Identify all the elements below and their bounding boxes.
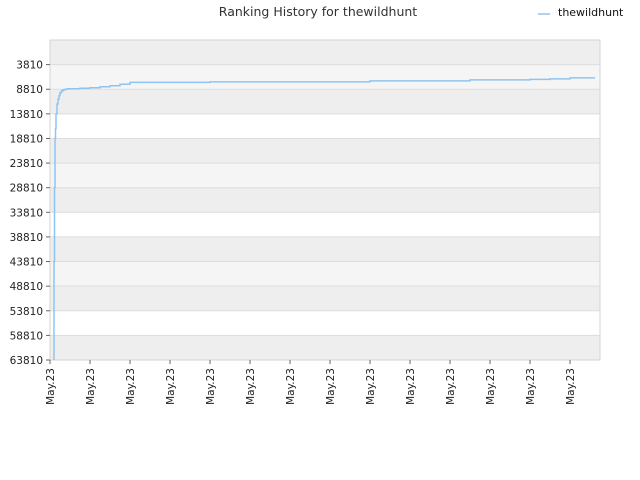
y-tick-label: 63810 xyxy=(10,355,43,367)
y-axis: 3810 8810 13810 18810 23810 28810 33810 38810 43… xyxy=(10,60,50,367)
grid-band xyxy=(50,163,600,188)
chart-title: Ranking History for thewildhunt xyxy=(219,4,418,19)
x-tick-label: May.23 xyxy=(285,368,297,405)
grid-band xyxy=(50,261,600,287)
grid-band xyxy=(50,113,600,139)
x-tick-label: May.23 xyxy=(45,368,57,405)
grid-band xyxy=(50,138,600,164)
grid-band xyxy=(50,64,600,90)
grid-band xyxy=(50,40,600,65)
y-tick-label: 58810 xyxy=(10,330,43,342)
series-line-thewildhunt xyxy=(53,77,595,360)
x-tick-label: May.23 xyxy=(165,368,177,405)
legend: thewildhunt xyxy=(538,6,624,19)
grid-band xyxy=(50,212,600,237)
x-tick-label: May.23 xyxy=(85,368,97,405)
x-axis: May.23 May.23 May.23 May.23 May.23 May.23 May.… xyxy=(45,360,577,405)
grid-band xyxy=(50,310,600,336)
x-tick-label: May.23 xyxy=(525,368,537,405)
y-tick-label: 53810 xyxy=(10,306,43,318)
x-tick-label: May.23 xyxy=(405,368,417,405)
plot-border xyxy=(49,39,601,361)
x-tick-label: May.23 xyxy=(205,368,217,405)
series-layer xyxy=(53,77,595,360)
grid-band xyxy=(50,187,600,213)
plot-area xyxy=(49,39,601,361)
y-tick-label: 13810 xyxy=(10,109,43,121)
y-tick-label: 33810 xyxy=(10,207,43,219)
y-tick-label: 3810 xyxy=(16,60,43,72)
y-tick-label: 28810 xyxy=(10,183,43,195)
x-tick-label: May.23 xyxy=(245,368,257,405)
y-tick-label: 38810 xyxy=(10,232,43,244)
grid-band xyxy=(50,236,600,262)
y-tick-label: 48810 xyxy=(10,281,43,293)
y-tick-label: 43810 xyxy=(10,257,43,269)
x-tick-label: May.23 xyxy=(445,368,457,405)
y-tick-label: 23810 xyxy=(10,158,43,170)
grid-band xyxy=(50,335,600,360)
grid-band xyxy=(50,89,600,114)
x-tick-label: May.23 xyxy=(485,368,497,405)
y-tick-label: 8810 xyxy=(16,84,43,96)
x-tick-label: May.23 xyxy=(365,368,377,405)
x-tick-label: May.23 xyxy=(565,368,577,405)
grid-band xyxy=(50,286,600,311)
x-tick-label: May.23 xyxy=(325,368,337,405)
legend-label: thewildhunt xyxy=(558,6,624,19)
y-tick-label: 18810 xyxy=(10,133,43,145)
x-tick-label: May.23 xyxy=(125,368,137,405)
